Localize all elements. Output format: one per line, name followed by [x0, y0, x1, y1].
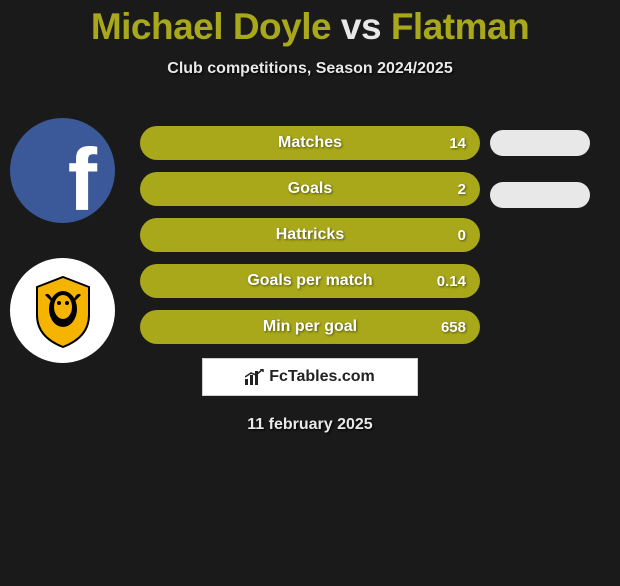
bar-chart-icon	[245, 369, 265, 385]
stat-value: 658	[441, 319, 466, 336]
stat-value: 0.14	[437, 273, 466, 290]
stat-value: 0	[458, 227, 466, 244]
club-badge-icon	[23, 271, 103, 351]
subtitle: Club competitions, Season 2024/2025	[0, 60, 620, 78]
stat-row-goals-per-match: Goals per match 0.14	[140, 264, 480, 298]
stat-row-matches: Matches 14	[140, 126, 480, 160]
stat-label: Goals	[288, 180, 332, 198]
date-text: 11 february 2025	[0, 416, 620, 434]
page-title: Michael Doyle vs Flatman	[0, 6, 620, 48]
stat-value: 14	[449, 135, 466, 152]
stat-value: 2	[458, 181, 466, 198]
facebook-icon: f	[68, 129, 97, 223]
avatar-player-left: f	[10, 118, 115, 223]
stat-bubble-goals	[490, 182, 590, 208]
footer-logo-text: FcTables.com	[269, 368, 375, 386]
stat-bubble-matches	[490, 130, 590, 156]
stat-row-goals: Goals 2	[140, 172, 480, 206]
title-player-left: Michael Doyle	[91, 6, 331, 47]
title-vs: vs	[341, 6, 381, 47]
title-player-right: Flatman	[391, 6, 529, 47]
footer-logo[interactable]: FcTables.com	[202, 358, 418, 396]
stat-row-min-per-goal: Min per goal 658	[140, 310, 480, 344]
stat-label: Goals per match	[247, 272, 372, 290]
stat-label: Hattricks	[276, 226, 344, 244]
stat-label: Matches	[278, 134, 342, 152]
stat-label: Min per goal	[263, 318, 357, 336]
avatar-player-right	[10, 258, 115, 363]
stat-row-hattricks: Hattricks 0	[140, 218, 480, 252]
